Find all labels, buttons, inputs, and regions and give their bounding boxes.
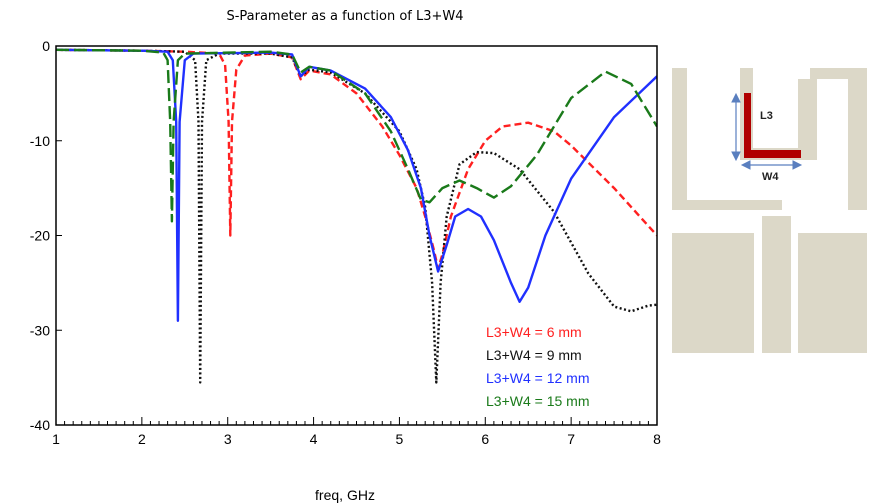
y-tick-label: -30 xyxy=(30,322,50,338)
series-line-4 xyxy=(56,48,657,223)
y-tick-label: -10 xyxy=(30,133,50,149)
x-tick-label: 4 xyxy=(310,431,318,447)
axis-ticks xyxy=(55,45,658,426)
y-tick-label: -40 xyxy=(30,417,50,433)
w4-label: W4 xyxy=(762,171,779,183)
plot-area: 1 2 3 4 5 6 7 8 0 -10 -20 -30 -40 xyxy=(30,38,661,447)
antenna-geometry-inset: L3 W4 xyxy=(672,68,867,353)
x-tick-label: 2 xyxy=(138,431,146,447)
legend-entry-6mm: L3+W4 = 6 mm xyxy=(486,324,582,340)
axis-tick-labels: 1 2 3 4 5 6 7 8 0 -10 -20 -30 -40 xyxy=(30,38,661,447)
series-group xyxy=(56,48,657,384)
y-tick-label: 0 xyxy=(42,38,50,54)
w4-strip xyxy=(744,150,801,158)
x-tick-label: 6 xyxy=(481,431,489,447)
series-line-1 xyxy=(56,48,657,270)
dimension-arrows xyxy=(731,92,803,170)
x-tick-label: 5 xyxy=(396,431,404,447)
chart-title: S-Parameter as a function of L3+W4 xyxy=(226,9,463,24)
series-line-3 xyxy=(56,48,657,322)
y-tick-label: -20 xyxy=(30,228,50,244)
x-tick-label: 3 xyxy=(224,431,232,447)
legend-entry-12mm: L3+W4 = 12 mm xyxy=(486,370,590,386)
x-axis-label: freq, GHz xyxy=(315,487,375,503)
feed-line xyxy=(762,216,791,353)
legend-entry-15mm: L3+W4 = 15 mm xyxy=(486,393,590,409)
legend: L3+W4 = 6 mm L3+W4 = 9 mm L3+W4 = 12 mm … xyxy=(486,324,590,409)
ground-plane-left xyxy=(672,233,754,353)
x-tick-label: 8 xyxy=(653,431,661,447)
x-tick-label: 1 xyxy=(52,431,60,447)
antenna-trace xyxy=(740,68,867,210)
antenna-trace xyxy=(672,68,782,210)
ground-plane-right xyxy=(798,233,867,353)
l3-strip xyxy=(744,93,751,158)
l3-label: L3 xyxy=(760,110,773,122)
x-tick-label: 7 xyxy=(567,431,575,447)
legend-entry-9mm: L3+W4 = 9 mm xyxy=(486,347,582,363)
